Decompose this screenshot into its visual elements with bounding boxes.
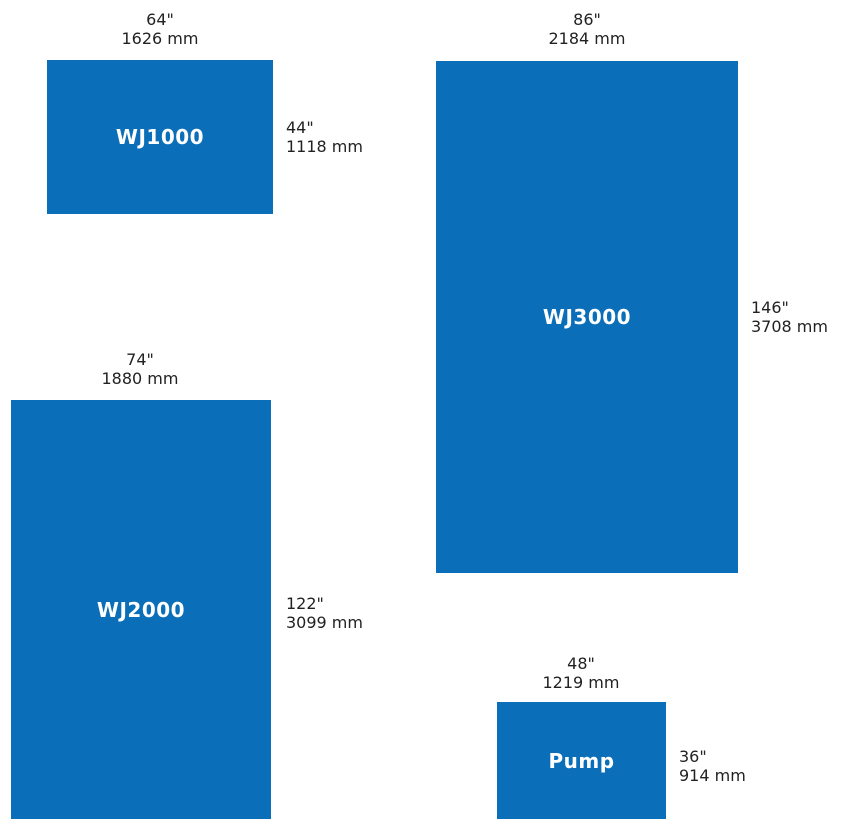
pump-height-mm: 914 mm — [679, 766, 746, 785]
wj3000-height-mm: 3708 mm — [751, 317, 828, 336]
wj1000-height-inches: 44" — [286, 118, 314, 137]
wj2000-footprint: WJ2000 — [11, 400, 271, 819]
wj3000-height-inches: 146" — [751, 298, 789, 317]
pump-footprint: Pump — [497, 702, 666, 819]
wj2000-width-dimension: 74" 1880 mm — [70, 350, 210, 388]
pump-label: Pump — [548, 748, 615, 773]
wj3000-height-dimension: 146" 3708 mm — [751, 298, 828, 336]
wj1000-height-dimension: 44" 1118 mm — [286, 118, 363, 156]
wj1000-footprint: WJ1000 — [47, 60, 273, 214]
pump-width-inches: 48" — [567, 654, 595, 673]
pump-width-mm: 1219 mm — [542, 673, 620, 692]
wj1000-label: WJ1000 — [115, 125, 205, 149]
wj2000-height-dimension: 122" 3099 mm — [286, 594, 363, 632]
wj3000-width-mm: 2184 mm — [548, 29, 626, 48]
wj3000-label: WJ3000 — [542, 305, 632, 329]
wj2000-height-mm: 3099 mm — [286, 613, 363, 632]
wj3000-width-dimension: 86" 2184 mm — [517, 10, 657, 48]
wj1000-height-mm: 1118 mm — [286, 137, 363, 156]
wj2000-width-mm: 1880 mm — [101, 369, 179, 388]
wj1000-width-inches: 64" — [146, 10, 174, 29]
wj3000-footprint: WJ3000 — [436, 61, 738, 573]
wj2000-width-inches: 74" — [126, 350, 154, 369]
wj1000-width-mm: 1626 mm — [121, 29, 199, 48]
pump-width-dimension: 48" 1219 mm — [511, 654, 651, 692]
pump-height-dimension: 36" 914 mm — [679, 747, 746, 785]
wj3000-width-inches: 86" — [573, 10, 601, 29]
wj2000-height-inches: 122" — [286, 594, 324, 613]
wj2000-label: WJ2000 — [96, 597, 186, 622]
wj1000-width-dimension: 64" 1626 mm — [90, 10, 230, 48]
pump-height-inches: 36" — [679, 747, 707, 766]
